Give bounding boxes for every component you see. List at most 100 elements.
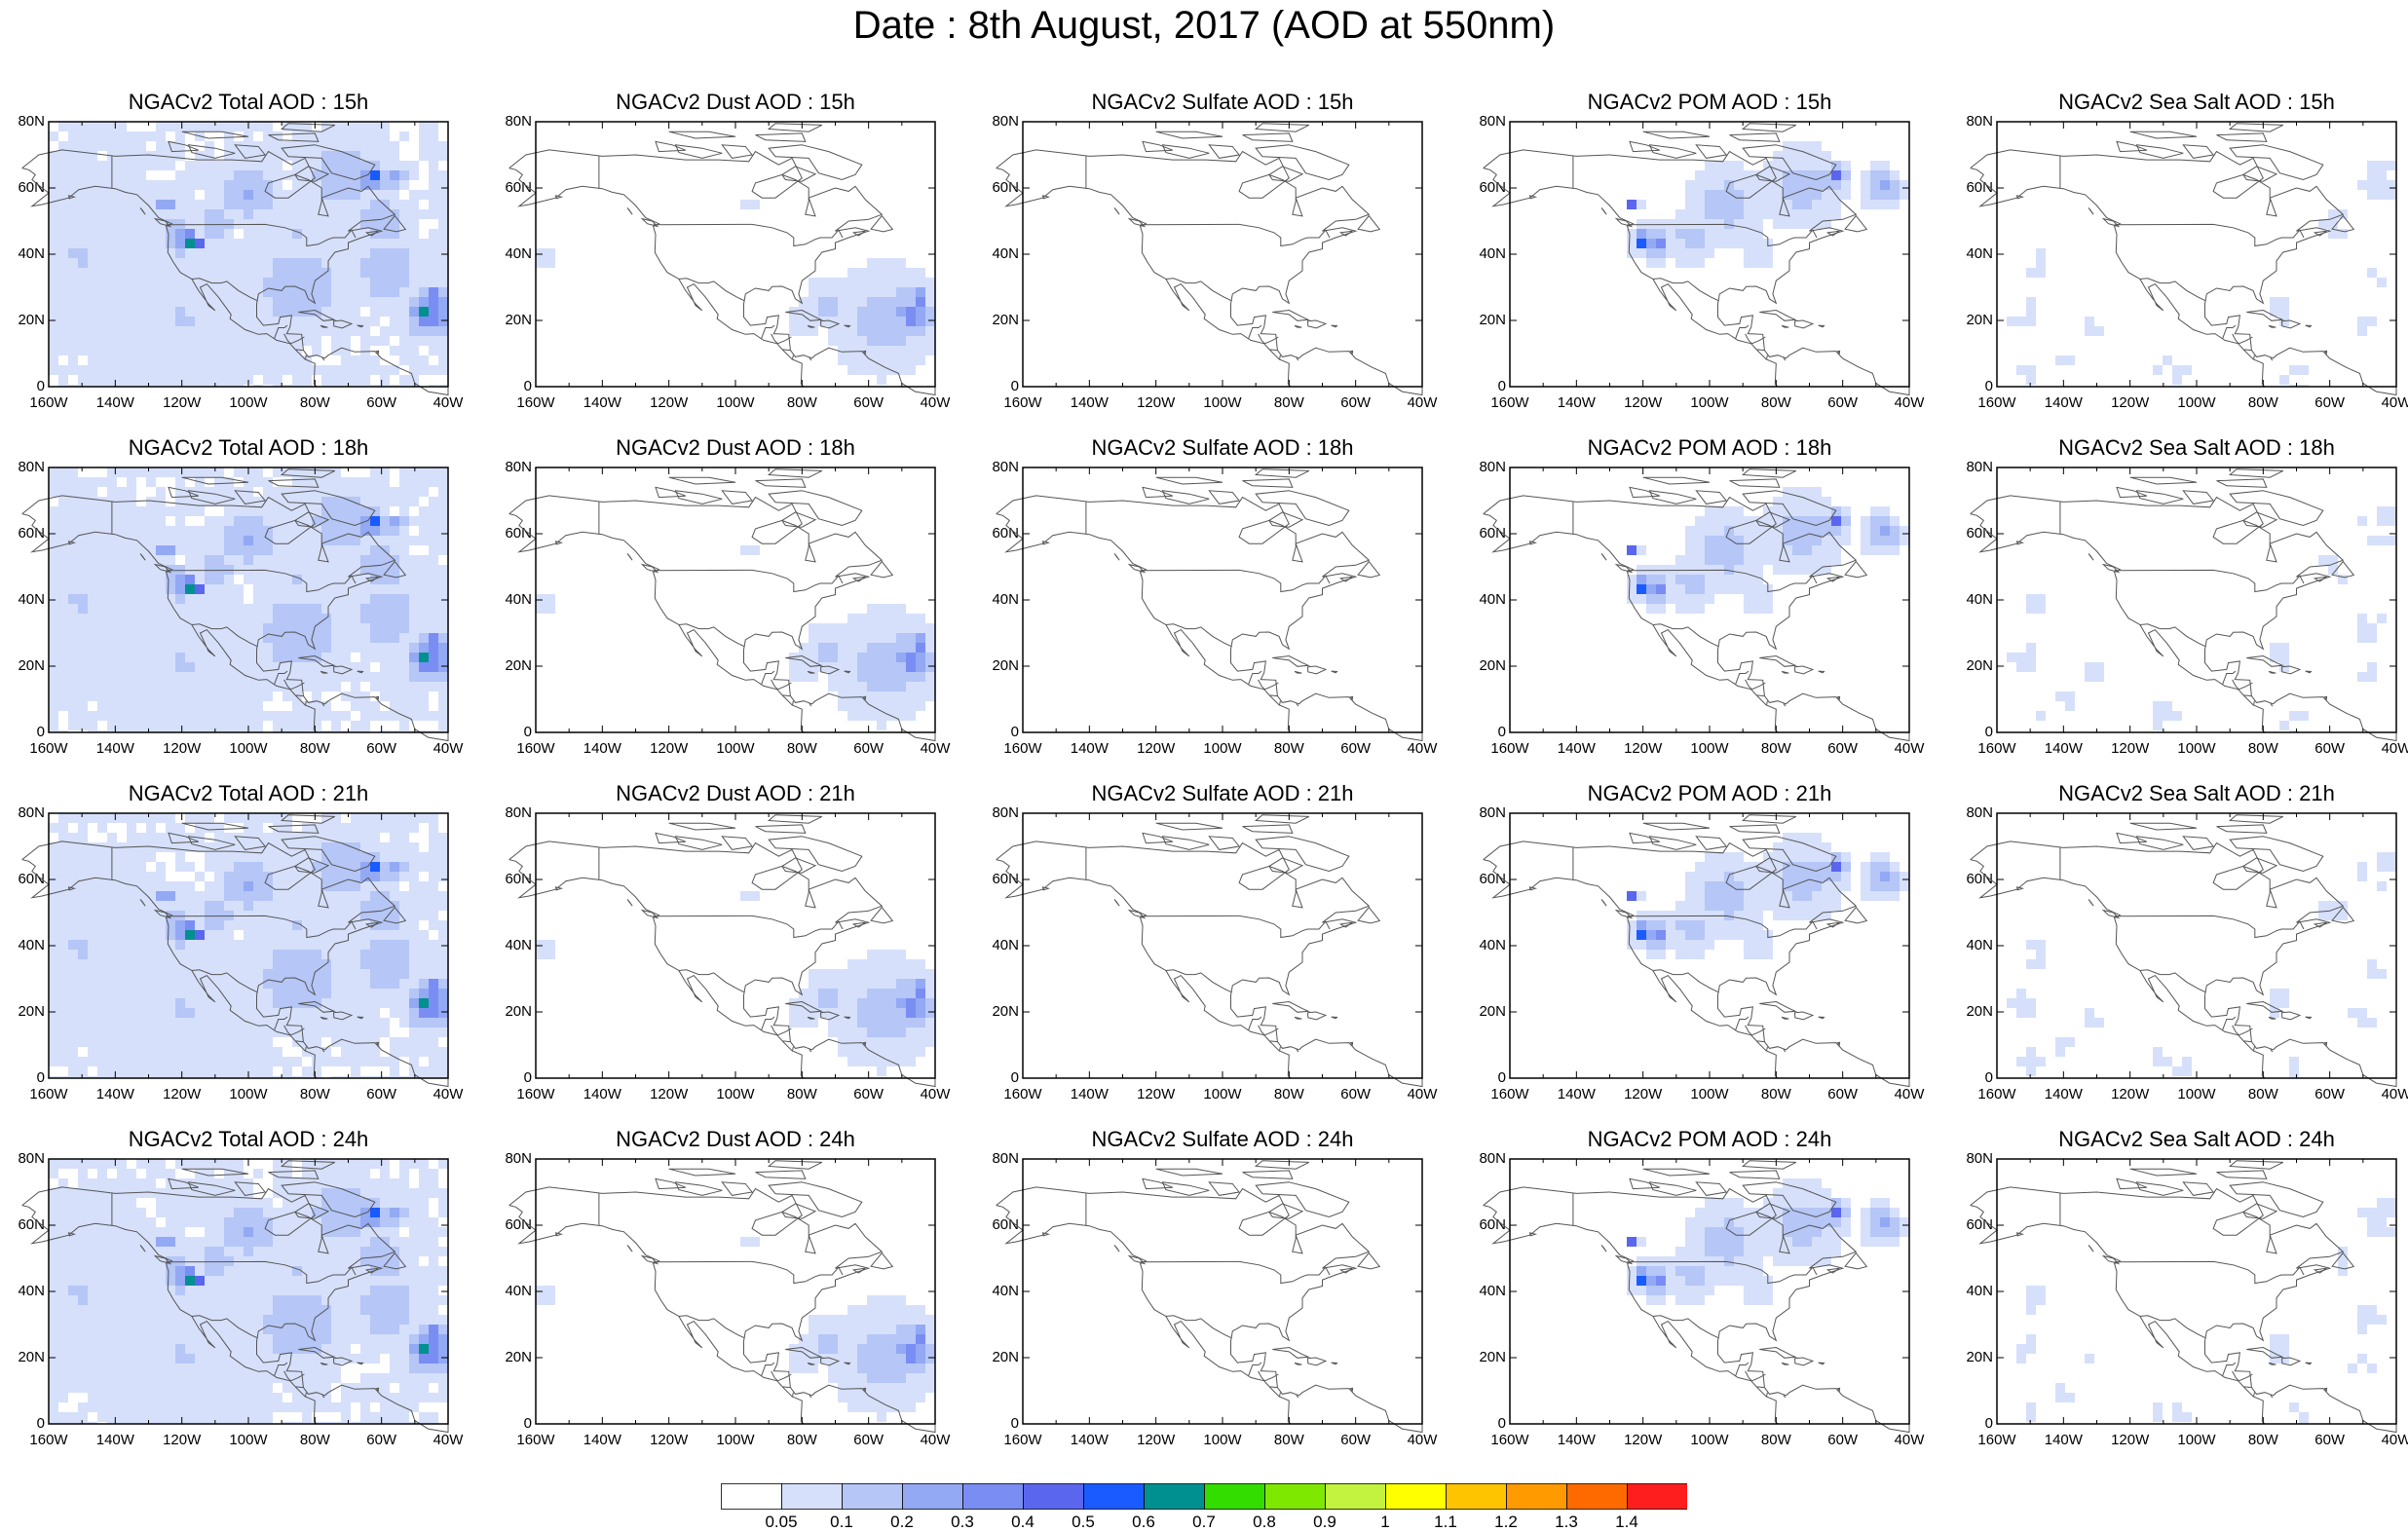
aod-cell [429,278,438,287]
aod-cell [107,346,117,355]
aod-cell [68,721,78,730]
aod-cell [292,209,302,219]
aod-cell [380,326,390,336]
aod-cell [321,1028,331,1037]
aod-cell [409,940,419,950]
aod-cell [906,672,916,682]
aod-cell [380,248,390,258]
aod-cell [253,506,263,516]
aod-cell [68,151,78,161]
aod-cell [244,1047,253,1057]
aod-cell [97,1066,107,1076]
aod-cell [857,969,867,979]
aod-cell [175,141,185,151]
aod-cell [282,594,292,604]
aod-cell [292,711,302,721]
aod-cell [156,881,166,891]
aod-cell [49,365,58,375]
aod-cell [292,365,302,375]
aod-cell [896,998,906,1008]
aod-cell [438,355,448,365]
aod-cell [886,346,896,355]
aod-cell [419,141,429,151]
island-outline [1782,671,1788,673]
aod-cell [1773,219,1783,229]
aod-cell [156,653,166,662]
aod-cell [399,950,409,959]
aod-cell [68,584,78,594]
aod-cell [282,209,292,219]
aod-cell [146,287,156,297]
aod-cell [175,643,185,653]
country-border [296,695,303,696]
aod-cell [78,278,88,287]
aod-cell [1822,555,1831,565]
aod-cell [429,268,438,278]
island-outline [1845,216,1866,232]
aod-cell [1675,219,1685,229]
aod-cell [175,317,185,326]
aod-cell [58,375,68,385]
aod-cell [127,930,136,940]
aod-cell [88,268,97,278]
aod-cell [156,122,166,131]
aod-cell [175,229,185,239]
aod-cell [1724,190,1734,200]
aod-cell [166,823,175,833]
aod-cell [205,979,214,989]
aod-cell [360,584,370,594]
aod-cell [360,1008,370,1018]
aod-cell [244,526,253,536]
aod-cell [321,575,331,584]
aod-cell [195,180,205,190]
aod-cell [234,950,244,959]
aod-cell [127,823,136,833]
aod-cell [419,487,429,497]
aod-cell [253,307,263,317]
aod-cell [867,297,877,307]
aod-cell [205,287,214,297]
aod-cell [360,375,370,385]
aod-cell [244,653,253,662]
aod-cell [302,823,312,833]
aod-cell [68,268,78,278]
aod-cell [390,307,399,317]
aod-cell [282,950,292,959]
aod-cell [896,653,906,662]
aod-cell [166,209,175,219]
aod-cell [877,989,886,998]
aod-cell [253,190,263,200]
aod-cell [351,487,360,497]
aod-cell [146,239,156,248]
aod-cell [438,229,448,239]
aod-cell [302,950,312,959]
aod-cell [818,623,828,633]
aod-cell [88,287,97,297]
aod-cell [341,1047,351,1057]
aod-cell [380,190,390,200]
aod-cell [97,1018,107,1028]
aod-cell [390,545,399,555]
aod-cell [429,555,438,565]
aod-cell [253,1057,263,1066]
aod-cell [1812,565,1822,575]
aod-cell [886,662,896,672]
aod-cell [1656,604,1666,614]
aod-cell [107,701,117,711]
aod-cell [2299,711,2309,721]
aod-cell [341,278,351,287]
aod-cell [78,1037,88,1047]
aod-cell [234,604,244,614]
aod-cell [214,365,224,375]
aod-cell [166,1047,175,1057]
aod-cell [341,998,351,1008]
aod-cell [380,604,390,614]
aod-cell [1734,545,1744,555]
aod-cell [205,565,214,575]
aod-cell [136,842,146,852]
aod-cell [399,326,409,336]
aod-cell [185,180,195,190]
aod-cell [263,623,273,633]
aod-cell [127,614,136,623]
aod-cell [263,594,273,604]
